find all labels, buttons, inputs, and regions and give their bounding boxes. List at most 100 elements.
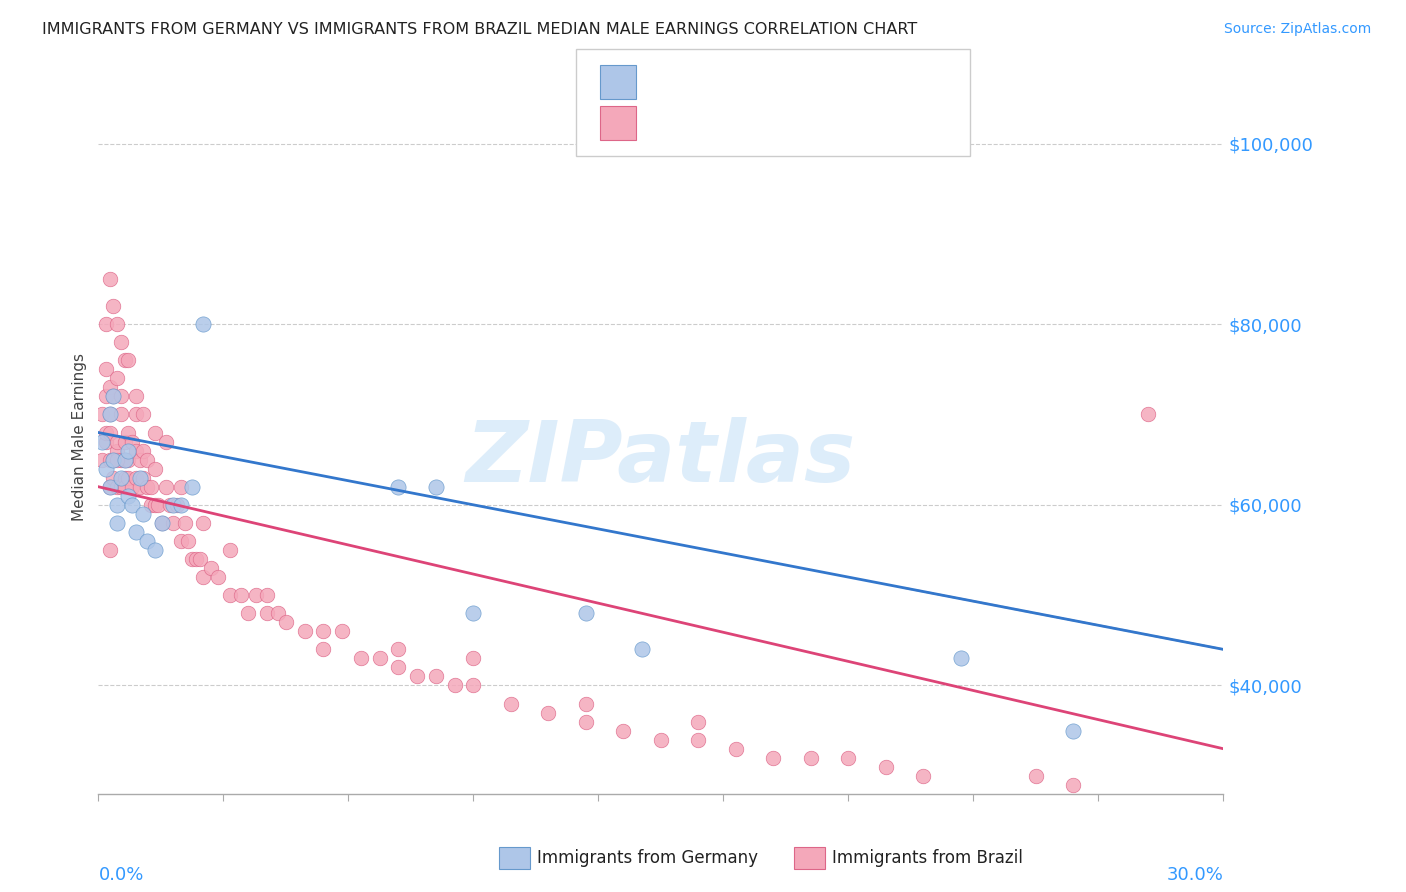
Point: [98, 480, 121, 494]
Point: [267, 606, 290, 620]
Point: [128, 480, 150, 494]
Point: [1025, 769, 1047, 783]
Point: [128, 471, 150, 485]
Point: [98, 272, 121, 286]
Point: [91, 452, 114, 467]
Point: [155, 480, 177, 494]
Point: [136, 533, 159, 548]
Point: [98, 425, 121, 440]
Point: [425, 480, 447, 494]
Point: [207, 570, 229, 584]
Point: [110, 389, 132, 403]
Point: [350, 651, 373, 665]
Point: [150, 516, 173, 530]
Text: 0.0%: 0.0%: [98, 866, 143, 884]
Point: [114, 471, 136, 485]
Point: [98, 480, 121, 494]
Point: [443, 678, 465, 692]
Point: [499, 697, 522, 711]
Point: [162, 516, 184, 530]
Point: [170, 498, 193, 512]
Point: [94, 461, 117, 475]
Point: [114, 353, 136, 368]
Point: [94, 434, 117, 449]
Point: [193, 570, 215, 584]
Point: [173, 516, 195, 530]
Text: Source: ZipAtlas.com: Source: ZipAtlas.com: [1223, 22, 1371, 37]
Point: [110, 452, 132, 467]
Text: -0.560: -0.560: [693, 72, 758, 90]
Text: N =: N =: [778, 113, 817, 131]
Point: [143, 425, 166, 440]
Point: [170, 533, 193, 548]
Point: [117, 425, 139, 440]
Point: [132, 443, 155, 458]
Point: [94, 317, 117, 331]
Point: [105, 317, 128, 331]
Point: [125, 524, 148, 539]
Point: [103, 389, 125, 403]
Point: [537, 706, 560, 720]
Point: [98, 380, 121, 394]
Point: [1062, 723, 1084, 738]
Point: [162, 498, 184, 512]
Point: [463, 606, 485, 620]
Point: [181, 552, 204, 566]
Point: [368, 651, 391, 665]
Text: -0.375: -0.375: [693, 113, 758, 131]
Point: [294, 624, 316, 639]
Text: R =: R =: [650, 113, 689, 131]
Text: 112: 112: [818, 113, 856, 131]
Text: R =: R =: [650, 72, 689, 90]
Point: [312, 642, 335, 657]
Point: [125, 443, 148, 458]
Point: [274, 615, 297, 630]
Point: [117, 489, 139, 503]
Point: [105, 434, 128, 449]
Point: [238, 606, 260, 620]
Point: [181, 480, 204, 494]
Point: [143, 461, 166, 475]
Point: [94, 425, 117, 440]
Point: [91, 408, 114, 422]
Point: [121, 498, 143, 512]
Point: [136, 480, 159, 494]
Point: [117, 471, 139, 485]
Point: [125, 389, 148, 403]
Point: [800, 750, 823, 764]
Point: [139, 498, 162, 512]
Text: 30: 30: [818, 72, 844, 90]
Point: [631, 642, 654, 657]
Point: [1137, 408, 1160, 422]
Point: [875, 760, 897, 774]
Point: [132, 408, 155, 422]
Point: [387, 660, 409, 674]
Point: [105, 498, 128, 512]
Point: [148, 498, 170, 512]
Point: [103, 452, 125, 467]
Point: [912, 769, 935, 783]
Point: [114, 480, 136, 494]
Point: [98, 543, 121, 558]
Point: [193, 317, 215, 331]
Point: [125, 471, 148, 485]
Point: [114, 452, 136, 467]
Point: [114, 452, 136, 467]
Point: [218, 588, 240, 602]
Text: N =: N =: [778, 72, 817, 90]
Point: [105, 452, 128, 467]
Point: [110, 471, 132, 485]
Text: Immigrants from Germany: Immigrants from Germany: [537, 849, 758, 867]
Point: [103, 389, 125, 403]
Point: [117, 452, 139, 467]
Text: IMMIGRANTS FROM GERMANY VS IMMIGRANTS FROM BRAZIL MEDIAN MALE EARNINGS CORRELATI: IMMIGRANTS FROM GERMANY VS IMMIGRANTS FR…: [42, 22, 918, 37]
Point: [125, 408, 148, 422]
Point: [139, 480, 162, 494]
Point: [406, 669, 429, 683]
Point: [463, 651, 485, 665]
Point: [136, 452, 159, 467]
Point: [575, 606, 598, 620]
Point: [110, 480, 132, 494]
Point: [193, 516, 215, 530]
Point: [155, 434, 177, 449]
